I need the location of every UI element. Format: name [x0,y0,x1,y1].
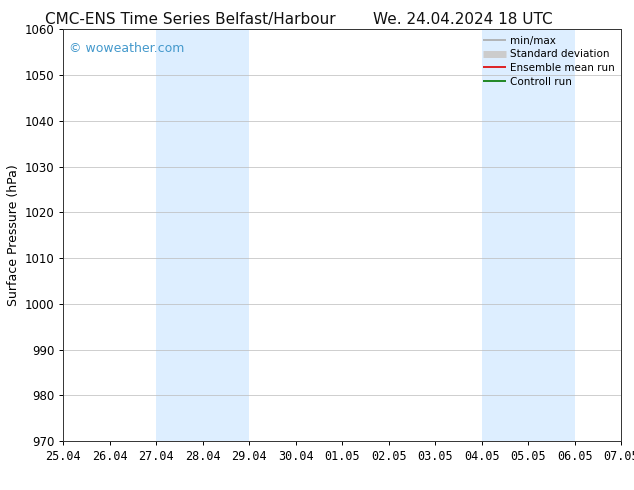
Text: CMC-ENS Time Series Belfast/Harbour: CMC-ENS Time Series Belfast/Harbour [45,12,335,27]
Y-axis label: Surface Pressure (hPa): Surface Pressure (hPa) [8,164,20,306]
Text: © woweather.com: © woweather.com [69,42,184,55]
Bar [482,29,575,441]
Legend: min/max, Standard deviation, Ensemble mean run, Controll run: min/max, Standard deviation, Ensemble me… [479,31,619,91]
Bar [157,29,249,441]
Text: We. 24.04.2024 18 UTC: We. 24.04.2024 18 UTC [373,12,553,27]
